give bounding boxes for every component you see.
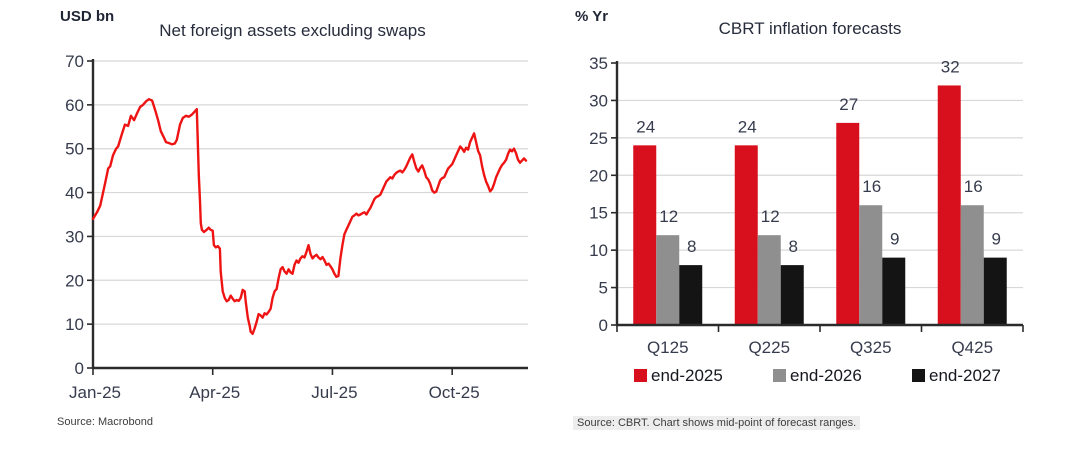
bar-value-label: 24: [738, 117, 757, 136]
y-tick-label: 20: [589, 166, 608, 185]
line-chart-unit-label: USD bn: [60, 8, 115, 25]
bar-end-2026-Q225: [757, 235, 781, 325]
bar-end-2027-Q125: [679, 265, 703, 325]
legend-label-end-2025: end-2025: [651, 366, 723, 385]
y-tick-label: 0: [75, 359, 84, 378]
y-tick-label: 70: [65, 52, 84, 71]
bar-end-2026-Q125: [656, 235, 680, 325]
bar-end-2027-Q225: [780, 265, 804, 325]
legend-item-end-2026: end-2026: [773, 366, 862, 386]
y-tick-label: 10: [589, 241, 608, 260]
x-tick-label: Oct-25: [429, 383, 480, 402]
y-tick-label: 50: [65, 140, 84, 159]
legend-label-end-2026: end-2026: [790, 366, 862, 385]
y-tick-label: 25: [589, 129, 608, 148]
x-tick-label: Jul-25: [311, 383, 357, 402]
y-tick-label: 15: [589, 204, 608, 223]
x-tick-label: Q225: [748, 338, 790, 357]
legend-swatch-black: [912, 369, 925, 382]
bar-end-2026-Q325: [859, 205, 883, 325]
legend-swatch-gray: [773, 369, 786, 382]
y-tick-label: 0: [599, 316, 608, 335]
bar-value-label: 24: [636, 117, 655, 136]
y-tick-label: 40: [65, 184, 84, 203]
bar-value-label: 16: [964, 177, 983, 196]
line-chart-source: Source: Macrobond: [57, 416, 153, 428]
legend-item-end-2025: end-2025: [634, 366, 723, 386]
bar-chart-source: Source: CBRT. Chart shows mid-point of f…: [573, 416, 861, 430]
line-chart-figure: USD bn Net foreign assets excluding swap…: [57, 8, 528, 428]
legend-item-end-2027: end-2027: [912, 366, 1001, 386]
line-chart-title: Net foreign assets excluding swaps: [159, 21, 426, 40]
bar-end-2027-Q425: [983, 257, 1007, 325]
y-tick-label: 20: [65, 271, 84, 290]
bar-value-label: 12: [659, 207, 678, 226]
bar-end-2025-Q125: [633, 145, 657, 325]
bar-end-2027-Q325: [882, 257, 906, 325]
bar-end-2026-Q425: [960, 205, 984, 325]
line-series: [91, 97, 528, 335]
x-tick-label: Q425: [951, 338, 993, 357]
y-tick-label: 10: [65, 315, 84, 334]
bar-end-2025-Q225: [734, 145, 758, 325]
bar-value-label: 9: [992, 230, 1001, 249]
bar-value-label: 8: [789, 237, 798, 256]
bar-chart-figure: % Yr CBRT inflation forecasts 0 5 10 15 20 25…: [540, 0, 1080, 474]
y-tick-label: 30: [589, 91, 608, 110]
bar-chart-canvas: 0 5 10 15 20 25 30 35 24 12 8 Q125 24 12 8 Q225 27 16 9 Q32…: [589, 54, 1024, 357]
y-tick-label: 35: [589, 54, 608, 73]
line-chart-canvas: 0 10 20 30 40 50 60 70 Jan-25 Apr-25 Jul-25 Oct-25: [65, 52, 528, 402]
x-tick-label: Jan-25: [69, 383, 121, 402]
x-tick-label: Apr-25: [189, 383, 240, 402]
bar-value-label: 12: [761, 207, 780, 226]
bar-value-label: 8: [687, 237, 696, 256]
bar-value-label: 27: [839, 95, 858, 114]
bar-chart-unit-label: % Yr: [575, 8, 609, 25]
y-tick-label: 5: [599, 279, 608, 298]
x-tick-label: Q125: [647, 338, 689, 357]
bar-value-label: 16: [862, 177, 881, 196]
bar-value-label: 32: [941, 57, 960, 76]
bar-end-2025-Q425: [937, 85, 961, 325]
bar-chart-title: CBRT inflation forecasts: [718, 19, 902, 38]
legend-swatch-red: [634, 369, 647, 382]
y-tick-label: 60: [65, 96, 84, 115]
bar-end-2025-Q325: [836, 122, 860, 325]
y-tick-label: 30: [65, 227, 84, 246]
bar-value-label: 9: [890, 230, 899, 249]
x-tick-label: Q325: [850, 338, 892, 357]
legend-label-end-2027: end-2027: [929, 366, 1001, 385]
